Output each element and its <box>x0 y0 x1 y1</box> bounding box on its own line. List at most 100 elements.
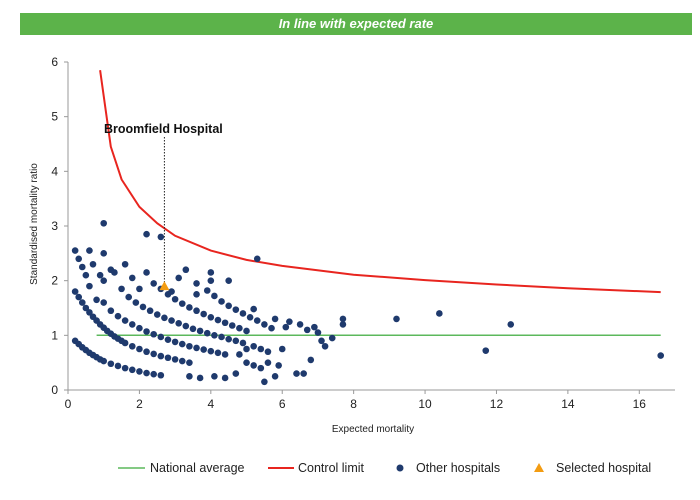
other-hospital-point <box>193 280 200 287</box>
other-hospital-point <box>203 287 211 294</box>
other-hospital-point <box>114 362 122 370</box>
other-hospital-point <box>121 317 129 324</box>
other-hospital-point <box>100 219 108 227</box>
other-hospital-point <box>436 310 443 317</box>
other-hospital-point <box>261 378 268 386</box>
other-hospital-point <box>168 317 175 324</box>
legend-other-hospitals-swatch <box>396 464 404 472</box>
other-hospital-point <box>136 324 143 332</box>
legend-other-hospitals-label: Other hospitals <box>416 461 500 475</box>
legend: National average Control limit Other hos… <box>118 461 651 475</box>
other-hospital-point <box>196 374 204 382</box>
legend-national-average-label: National average <box>150 461 245 475</box>
other-hospital-point <box>178 300 186 307</box>
other-hospital-point <box>211 332 218 339</box>
other-hospital-point <box>271 315 279 323</box>
other-hospital-point <box>243 345 250 353</box>
other-hospital-point <box>157 333 165 341</box>
other-hospital-point <box>250 362 257 369</box>
other-hospital-point <box>100 250 108 257</box>
x-tick-label: 8 <box>350 397 357 411</box>
other-hospital-point <box>275 362 282 369</box>
other-hospital-point <box>236 324 243 332</box>
other-hospital-point <box>250 305 257 313</box>
other-hospital-point <box>128 342 136 350</box>
other-hospital-point <box>78 299 86 306</box>
other-hospital-point <box>482 347 490 354</box>
other-hospital-point <box>121 260 129 268</box>
other-hospital-point <box>286 318 293 325</box>
other-hospital-point <box>239 339 247 347</box>
other-hospital-point <box>328 334 336 342</box>
other-hospital-point <box>261 321 268 328</box>
other-hospital-point <box>100 299 108 306</box>
other-hospital-point <box>257 364 265 372</box>
other-hospital-point <box>203 329 211 337</box>
other-hospital-point <box>189 325 197 333</box>
other-hospital-point <box>253 317 261 324</box>
y-tick-label: 3 <box>51 219 58 233</box>
other-hospital-point <box>321 342 329 350</box>
other-hospital-point <box>150 370 157 378</box>
scatter-points <box>71 219 665 386</box>
y-tick-label: 0 <box>51 383 58 397</box>
selected-hospital-marker <box>159 281 170 291</box>
annotation-label: Broomfield Hospital <box>104 122 223 136</box>
other-hospital-point <box>278 345 286 353</box>
legend-control-limit-label: Control limit <box>298 461 365 475</box>
y-tick-label: 5 <box>51 110 58 124</box>
other-hospital-point <box>207 347 215 355</box>
other-hospital-point <box>132 299 140 306</box>
other-hospital-point <box>232 306 240 313</box>
x-tick-label: 16 <box>633 397 647 411</box>
other-hospital-point <box>136 285 143 293</box>
other-hospital-point <box>171 356 179 363</box>
other-hospital-point <box>214 316 222 324</box>
other-hospital-point <box>121 339 129 347</box>
other-hospital-point <box>143 369 150 377</box>
y-axis-label: Standardised mortality ratio <box>29 163 40 285</box>
other-hospital-point <box>207 277 215 284</box>
x-tick-label: 12 <box>490 397 504 411</box>
other-hospital-point <box>107 307 115 315</box>
other-hospital-point <box>78 263 86 271</box>
axes <box>67 62 675 391</box>
other-hospital-point <box>236 351 243 358</box>
x-tick-label: 4 <box>207 397 214 411</box>
other-hospital-point <box>107 360 115 368</box>
other-hospital-point <box>221 319 229 327</box>
other-hospital-point <box>657 352 665 359</box>
other-hospital-point <box>214 349 222 357</box>
other-hospital-point <box>178 357 186 365</box>
other-hospital-point <box>178 340 186 348</box>
other-hospital-point <box>75 255 83 263</box>
other-hospital-point <box>232 337 240 345</box>
y-tick-label: 1 <box>51 328 58 342</box>
status-banner: In line with expected rate <box>20 13 692 35</box>
other-hospital-point <box>82 304 90 312</box>
other-hospital-point <box>146 307 154 315</box>
other-hospital-point <box>143 328 150 335</box>
other-hospital-point <box>157 371 165 379</box>
other-hospital-point <box>393 315 400 323</box>
other-hospital-point <box>128 274 136 282</box>
other-hospital-point <box>136 368 143 375</box>
other-hospital-point <box>86 247 93 254</box>
other-hospital-point <box>339 321 347 328</box>
x-tick-label: 14 <box>561 397 575 411</box>
other-hospital-point <box>96 271 104 279</box>
other-hospital-point <box>225 277 232 284</box>
other-hospital-point <box>82 271 90 279</box>
other-hospital-point <box>303 326 311 334</box>
other-hospital-point <box>300 370 307 377</box>
x-tick-label: 10 <box>418 397 432 411</box>
other-hospital-point <box>139 303 147 311</box>
other-hospital-point <box>125 293 132 301</box>
other-hospital-point <box>196 327 204 335</box>
other-hospital-point <box>253 255 261 263</box>
other-hospital-point <box>136 345 143 353</box>
other-hospital-point <box>164 291 172 298</box>
other-hospital-point <box>211 292 218 300</box>
other-hospital-point <box>71 288 79 295</box>
